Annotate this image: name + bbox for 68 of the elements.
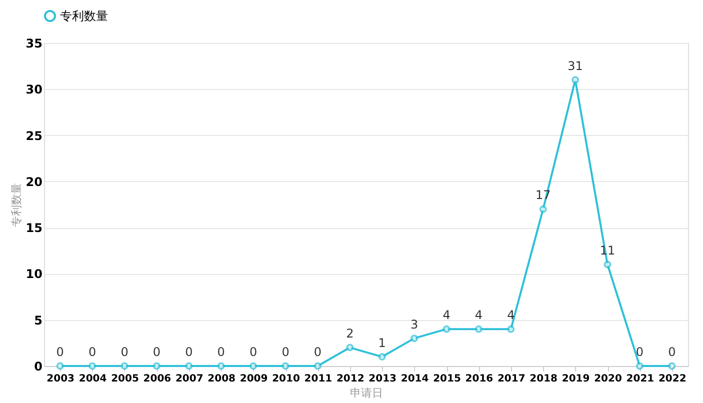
x-tick-label: 2006 <box>143 374 172 384</box>
point <box>668 362 676 370</box>
x-tick-label: 2009 <box>240 374 268 384</box>
point <box>442 325 450 333</box>
y-tick-label: 35 <box>26 36 42 50</box>
data-label: 2 <box>346 326 354 341</box>
point <box>378 353 386 361</box>
point <box>185 362 193 370</box>
point <box>56 362 64 370</box>
data-label: 0 <box>152 345 161 359</box>
data-label: 0 <box>282 345 290 359</box>
point <box>250 362 258 370</box>
y-axis-title: 专利数量 <box>10 183 23 227</box>
point <box>410 334 418 342</box>
x-axis-title: 申请日 <box>350 386 383 400</box>
point <box>572 76 580 84</box>
x-tick-label: 2011 <box>304 374 332 384</box>
data-label: 1 <box>378 336 386 350</box>
point <box>474 325 482 333</box>
x-tick-label: 2020 <box>594 374 622 384</box>
point <box>507 325 515 333</box>
data-label: 31 <box>568 58 583 73</box>
x-tick-label: 2016 <box>465 374 494 384</box>
point <box>88 362 96 370</box>
data-label: 4 <box>442 308 450 322</box>
point <box>152 362 160 370</box>
x-tick-label: 2021 <box>626 374 654 384</box>
data-label: 0 <box>88 345 96 359</box>
x-tick-label: 2018 <box>530 374 558 384</box>
y-tick-label: 25 <box>26 128 42 143</box>
data-label: 0 <box>636 345 644 359</box>
x-tick-label: 2019 <box>562 374 590 384</box>
y-tick-label: 0 <box>34 360 42 374</box>
y-tick-label: 5 <box>34 313 42 328</box>
x-tick-label: 2005 <box>111 374 139 384</box>
x-tick-label: 2015 <box>433 374 461 384</box>
point <box>604 260 612 268</box>
x-tick-label: 2003 <box>46 374 75 384</box>
x-tick-label: 2012 <box>336 374 364 384</box>
y-tick-label: 10 <box>26 267 42 282</box>
x-tick-label: 2017 <box>497 374 526 384</box>
legend-label: 专利数量 <box>60 9 108 23</box>
x-tick-label: 2008 <box>208 374 236 384</box>
data-label: 0 <box>668 345 676 359</box>
x-tick-label: 2010 <box>272 374 300 384</box>
data-label: 0 <box>185 345 193 359</box>
point <box>282 362 290 370</box>
data-label: 4 <box>474 308 483 322</box>
x-tick-label: 2022 <box>658 374 686 384</box>
x-tick-label: 2013 <box>368 374 397 384</box>
data-label: 0 <box>217 345 225 359</box>
data-label: 0 <box>314 345 322 359</box>
y-tick-label: 15 <box>26 221 42 236</box>
data-label: 0 <box>56 345 64 359</box>
point <box>314 362 322 370</box>
data-label: 3 <box>410 317 418 332</box>
y-tick-label: 30 <box>26 82 42 97</box>
data-label: 0 <box>120 345 128 359</box>
x-tick-label: 2007 <box>175 374 204 384</box>
point <box>217 362 225 370</box>
x-tick-label: 2004 <box>78 374 107 384</box>
point <box>539 205 547 213</box>
point <box>120 362 128 370</box>
point <box>636 362 644 370</box>
data-label: 0 <box>249 345 258 359</box>
x-tick-label: 2014 <box>400 374 429 384</box>
y-tick-label: 20 <box>26 174 42 189</box>
point <box>346 344 354 352</box>
